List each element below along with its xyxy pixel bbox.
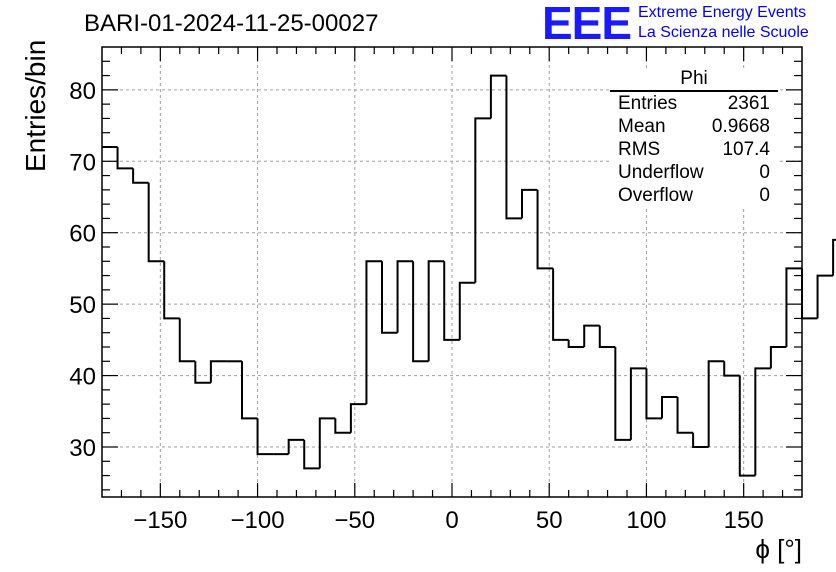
histogram-bin bbox=[147, 182, 165, 263]
stats-row-entries: Entries 2361 bbox=[610, 92, 778, 115]
stats-label: Underflow bbox=[618, 162, 704, 183]
histogram-bin bbox=[303, 439, 320, 470]
histogram-bin bbox=[629, 367, 647, 440]
histogram-bin bbox=[832, 238, 836, 276]
histogram-bin bbox=[178, 318, 196, 363]
stats-row-overflow: Overflow 0 bbox=[610, 184, 778, 207]
histogram-bin bbox=[614, 347, 631, 441]
histogram-bin bbox=[396, 260, 414, 333]
histogram-bin bbox=[241, 361, 258, 420]
histogram-bin bbox=[443, 261, 460, 341]
y-tick-label: 80 bbox=[69, 78, 96, 105]
histogram-bin bbox=[505, 75, 522, 220]
stats-row-rms: RMS 107.4 bbox=[610, 138, 778, 161]
y-axis-label: Entries/bin bbox=[20, 39, 51, 172]
x-tick-label: 150 bbox=[724, 507, 764, 534]
x-tick-label: 50 bbox=[536, 507, 563, 534]
histogram-bin bbox=[738, 375, 756, 477]
y-tick-label: 50 bbox=[69, 292, 96, 319]
histogram-bin bbox=[116, 147, 134, 170]
histogram-bin bbox=[536, 189, 554, 270]
histogram-bin bbox=[754, 367, 771, 476]
logo-line-2: La Scienza nelle Scuole bbox=[638, 24, 809, 41]
histogram-bin bbox=[661, 396, 678, 419]
histogram-bin bbox=[723, 361, 740, 377]
histogram-bin bbox=[676, 397, 694, 434]
stats-label: Mean bbox=[618, 116, 666, 137]
x-tick-label: −50 bbox=[334, 507, 375, 534]
stats-label: Entries bbox=[618, 93, 678, 114]
histogram-bin bbox=[521, 188, 538, 219]
histogram-bin bbox=[458, 281, 476, 340]
stats-row-underflow: Underflow 0 bbox=[610, 161, 778, 184]
histogram-bin bbox=[645, 368, 662, 420]
stats-value: 2361 bbox=[727, 93, 770, 114]
logo-line-1: Extreme Energy Events bbox=[638, 4, 807, 21]
histogram-bin bbox=[598, 325, 616, 348]
histogram-bin bbox=[567, 339, 585, 348]
stats-value: 107.4 bbox=[722, 139, 770, 160]
histogram-bin bbox=[769, 346, 787, 369]
histogram-bin bbox=[381, 261, 398, 334]
histogram-bin bbox=[583, 324, 600, 347]
stats-title: Phi bbox=[610, 69, 778, 92]
stats-label: RMS bbox=[618, 139, 661, 160]
x-tick-label: −100 bbox=[231, 507, 285, 534]
x-tick-label: −150 bbox=[133, 507, 187, 534]
x-axis-label: ϕ [°] bbox=[755, 534, 802, 564]
histogram-bin bbox=[209, 360, 227, 383]
y-tick-label: 60 bbox=[69, 221, 96, 248]
histogram-bin bbox=[163, 261, 180, 320]
histogram-bin bbox=[801, 268, 818, 320]
x-tick-label: 100 bbox=[626, 507, 666, 534]
histogram-bin bbox=[785, 267, 802, 347]
histogram-bin bbox=[349, 403, 367, 433]
histogram-bin bbox=[287, 438, 305, 455]
histogram-bin bbox=[365, 260, 382, 405]
histogram-bin bbox=[334, 418, 351, 434]
histogram-bin bbox=[194, 361, 211, 384]
histogram-bin bbox=[427, 260, 445, 362]
stats-value: 0.9668 bbox=[711, 116, 770, 137]
x-tick-label: 0 bbox=[445, 507, 458, 534]
stats-value: 0 bbox=[759, 162, 770, 183]
histogram-bin bbox=[816, 274, 834, 319]
histogram-bin bbox=[552, 268, 569, 341]
histogram-bin bbox=[132, 168, 149, 184]
histogram-bin bbox=[256, 418, 274, 456]
y-tick-label: 40 bbox=[69, 364, 96, 391]
histogram-bin bbox=[692, 432, 709, 448]
stats-value: 0 bbox=[759, 185, 770, 206]
stats-row-mean: Mean 0.9668 bbox=[610, 115, 778, 138]
stats-label: Overflow bbox=[618, 185, 693, 206]
histogram-bin bbox=[707, 360, 725, 447]
histogram-bin bbox=[412, 261, 429, 363]
histogram-bin bbox=[489, 74, 507, 119]
histogram-bin bbox=[474, 117, 491, 283]
chart-title: BARI-01-2024-11-25-00027 bbox=[84, 10, 379, 37]
y-tick-label: 70 bbox=[69, 149, 96, 176]
stats-box: Phi Entries 2361 Mean 0.9668 RMS 107.4 U… bbox=[610, 69, 778, 207]
histogram-bin bbox=[318, 417, 336, 469]
eee-logo: EEE bbox=[542, 0, 632, 49]
y-tick-label: 30 bbox=[69, 435, 96, 462]
